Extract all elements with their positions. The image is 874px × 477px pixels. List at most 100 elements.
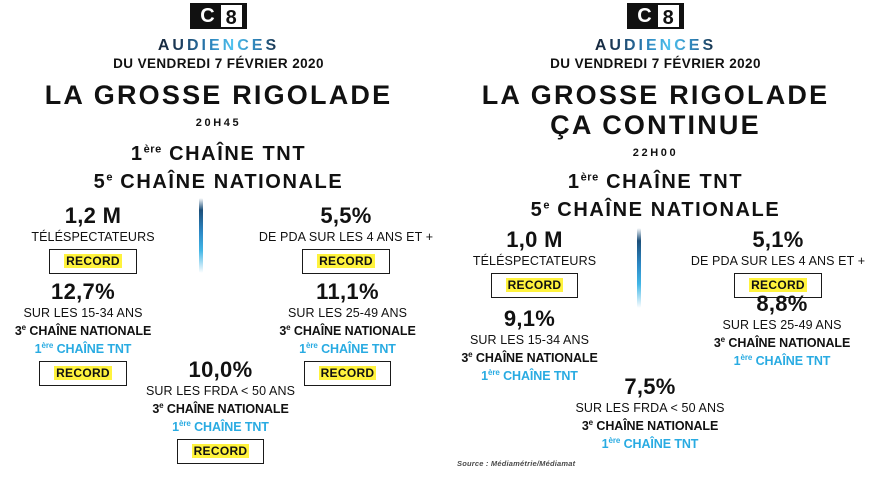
stat-block-pda: 5,5% DE PDA SUR LES 4 ANS ET + RECORD — [256, 203, 436, 275]
c8-logo: C 8 — [190, 3, 247, 29]
rank-national-suffix: e — [106, 171, 114, 184]
stat-rank-tnt-suffix: ère — [488, 368, 500, 378]
stat-rank-national-number: 3 — [279, 324, 287, 339]
rank-tnt-number: 1 — [130, 143, 144, 166]
panel-rank-tnt: 1ère CHAÎNE TNT — [437, 169, 874, 197]
stat-block-15-34: 9,1% SUR LES 15-34 ANS 3e CHAÎNE NATIONA… — [447, 306, 612, 384]
stat-rank-national-suffix: e — [159, 401, 164, 411]
stat-caption: DE PDA SUR LES 4 ANS ET + — [690, 254, 866, 269]
stat-caption: DE PDA SUR LES 4 ANS ET + — [258, 230, 434, 245]
record-badge-label: RECORD — [54, 366, 112, 381]
stat-block-25-49: 11,1% SUR LES 25-49 ANS 3e CHAÎNE NATION… — [265, 279, 430, 387]
panel-rank-national: 5e CHAÎNE NATIONALE — [437, 197, 874, 225]
logo-digit-8: 8 — [657, 3, 681, 29]
logo-letter-c: C — [193, 3, 221, 29]
record-badge-label: RECORD — [191, 444, 250, 459]
stat-value: 9,1% — [503, 306, 556, 331]
stat-value: 5,1% — [752, 227, 804, 252]
stat-rank-tnt-number: 1 — [601, 437, 609, 452]
stat-block-25-49: 8,8% SUR LES 25-49 ANS 3e CHAÎNE NATIONA… — [692, 292, 872, 369]
stat-rank-tnt-number: 1 — [481, 369, 489, 384]
stat-rank-national-suffix: e — [720, 335, 726, 345]
stat-caption: SUR LES 15-34 ANS — [23, 306, 143, 321]
broadcast-date: DU VENDREDI 7 FÉVRIER 2020 — [550, 56, 761, 71]
broadcast-hour: 20H45 — [195, 117, 242, 130]
stat-caption: TÉLÉSPECTATEURS — [472, 254, 597, 269]
stat-rank-tnt-label: CHAÎNE TNT — [755, 354, 831, 369]
panel-la-grosse-rigolade-ca-continue: C 8 AUDIENCES DU VENDREDI 7 FÉVRIER 2020… — [437, 0, 874, 477]
rank-tnt-suffix: ère — [580, 171, 599, 184]
stat-rank-national-label: CHAÎNE NATIONALE — [475, 351, 598, 366]
panel-la-grosse-rigolade: C 8 AUDIENCES DU VENDREDI 7 FÉVRIER 2020… — [0, 3, 437, 465]
stat-rank-tnt: 1ère CHAÎNE TNT — [3, 341, 163, 356]
stat-rank-national: 3e CHAÎNE NATIONALE — [265, 323, 430, 338]
stat-rank-tnt: 1ère CHAÎNE TNT — [692, 353, 872, 368]
stat-rank-tnt-suffix: ère — [41, 341, 54, 351]
rank-national-label: CHAÎNE NATIONALE — [120, 170, 344, 193]
logo-left-bar — [190, 3, 194, 29]
record-badge: RECORD — [303, 361, 392, 387]
stat-caption: SUR LES 15-34 ANS — [469, 333, 590, 348]
show-title-line1: LA GROSSE RIGOLADE — [44, 80, 393, 110]
show-title-line2: ÇA CONTINUE — [550, 110, 761, 141]
stat-block-viewers: 1,2 M TÉLÉSPECTATEURS RECORD — [8, 204, 178, 275]
stat-rank-tnt-label: CHAÎNE TNT — [56, 342, 132, 357]
c8-logo: C 8 — [627, 3, 684, 29]
stat-rank-tnt-label: CHAÎNE TNT — [321, 342, 396, 357]
logo-right-bar — [243, 3, 247, 29]
stat-rank-national-suffix: e — [468, 350, 473, 360]
stat-caption: SUR LES 25-49 ANS — [722, 318, 842, 333]
stat-block-viewers: 1,0 M TÉLÉSPECTATEURS RECORD — [452, 228, 617, 299]
show-title-line1: LA GROSSE RIGOLADE — [481, 80, 830, 110]
stat-block-frda50: 10,0% SUR LES FRDA < 50 ANS 3e CHAÎNE NA… — [133, 358, 308, 465]
audiences-heading: AUDIENCES — [594, 37, 717, 54]
rank-national-number: 5 — [93, 170, 107, 193]
rank-national-label: CHAÎNE NATIONALE — [557, 199, 781, 222]
stat-caption: SUR LES FRDA < 50 ANS — [575, 401, 725, 416]
stat-rank-national-number: 3 — [152, 402, 160, 417]
panel-header: C 8 AUDIENCES DU VENDREDI 7 FÉVRIER 2020… — [437, 0, 874, 225]
logo-right-bar — [680, 3, 684, 29]
stat-rank-national-label: CHAÎNE NATIONALE — [596, 419, 719, 434]
stat-rank-national-suffix: e — [588, 418, 594, 428]
stat-rank-tnt-label: CHAÎNE TNT — [623, 437, 699, 452]
record-badge: RECORD — [176, 439, 265, 465]
rank-tnt-suffix: ère — [143, 143, 162, 156]
record-badge: RECORD — [302, 249, 390, 275]
stat-block-pda: 5,1% DE PDA SUR LES 4 ANS ET + RECORD — [687, 227, 869, 299]
stat-rank-tnt-number: 1 — [172, 420, 180, 435]
stat-rank-national-suffix: e — [286, 323, 291, 333]
stat-rank-tnt-number: 1 — [34, 342, 42, 357]
record-badge-label: RECORD — [505, 278, 564, 293]
stat-rank-national-label: CHAÎNE NATIONALE — [166, 402, 289, 417]
stat-rank-national-suffix: e — [21, 323, 27, 333]
rank-national-number: 5 — [530, 199, 544, 222]
record-badge-label: RECORD — [64, 254, 122, 269]
panel-rank-national: 5e CHAÎNE NATIONALE — [0, 169, 437, 197]
stat-rank-tnt-label: CHAÎNE TNT — [503, 369, 578, 384]
stat-rank-tnt: 1ère CHAÎNE TNT — [447, 368, 612, 383]
stat-value: 11,1% — [316, 279, 379, 304]
record-badge: RECORD — [39, 361, 127, 387]
record-badge-label: RECORD — [749, 278, 807, 293]
stat-rank-national-number: 3 — [461, 351, 469, 366]
rank-tnt-number: 1 — [567, 171, 581, 194]
stat-rank-tnt-number: 1 — [299, 342, 307, 357]
record-badge-label: RECORD — [317, 254, 375, 269]
stat-rank-tnt: 1ère CHAÎNE TNT — [265, 341, 430, 356]
rank-national-suffix: e — [543, 199, 551, 212]
stat-rank-tnt: 1ère CHAÎNE TNT — [555, 436, 745, 451]
stat-rank-national-label: CHAÎNE NATIONALE — [293, 324, 416, 339]
panel-divider — [199, 198, 203, 273]
panel-divider — [637, 228, 641, 308]
stat-caption: SUR LES 25-49 ANS — [287, 306, 408, 321]
record-badge-label: RECORD — [318, 366, 377, 381]
stat-rank-national: 3e CHAÎNE NATIONALE — [447, 350, 612, 365]
stat-rank-national: 3e CHAÎNE NATIONALE — [692, 335, 872, 350]
stat-caption: TÉLÉSPECTATEURS — [31, 230, 155, 245]
rank-tnt-label: CHAÎNE TNT — [169, 143, 307, 166]
stat-value: 7,5% — [624, 374, 676, 399]
stat-caption: SUR LES FRDA < 50 ANS — [145, 384, 296, 399]
record-badge: RECORD — [490, 273, 579, 299]
stat-value: 5,5% — [320, 203, 372, 228]
